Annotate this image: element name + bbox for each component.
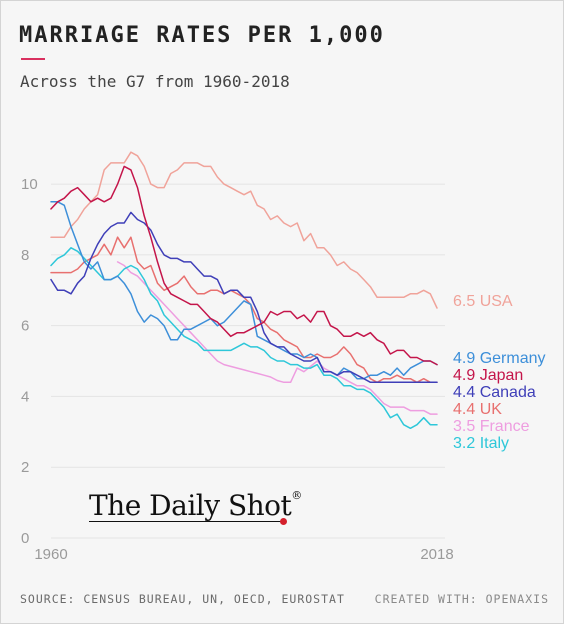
series-label-germany: 4.9 Germany	[453, 350, 545, 367]
source-note: SOURCE: CENSUS BUREAU, UN, OECD, EUROSTA…	[20, 592, 345, 606]
brand-registered-mark: ®	[291, 489, 302, 502]
title-accent-rule	[21, 58, 45, 60]
series-line-france	[116, 261, 438, 415]
y-tick-label-4: 4	[21, 388, 29, 405]
chart-subtitle: Across the G7 from 1960-2018	[20, 72, 290, 91]
y-tick-label-0: 0	[21, 530, 29, 547]
y-tick-label-8: 8	[21, 247, 29, 264]
series-line-uk	[50, 236, 438, 384]
series-line-japan	[50, 165, 438, 366]
series-label-france: 3.5 France	[453, 418, 530, 435]
series-label-canada: 4.4 Canada	[453, 384, 536, 401]
chart-title: MARRIAGE RATES PER 1,000	[19, 23, 385, 48]
brand-logo: The Daily Shot®	[89, 489, 302, 522]
gridlines	[51, 183, 445, 539]
series-line-canada	[50, 211, 438, 384]
series-label-italy: 3.2 Italy	[453, 435, 509, 452]
x-axis-ticks: 1960 2018	[34, 546, 453, 563]
brand-underline	[89, 521, 283, 522]
series-line-usa	[50, 151, 438, 309]
brand-dot	[280, 518, 287, 525]
series-line-italy	[50, 247, 438, 430]
series-line-germany	[50, 201, 438, 380]
y-tick-label-10: 10	[21, 176, 38, 193]
brand-name: The Daily Shot	[89, 489, 292, 522]
series-label-uk: 4.4 UK	[453, 401, 502, 418]
y-axis-ticks: 0 2 4 6 8 10	[21, 176, 38, 547]
x-tick-label-1960: 1960	[34, 546, 67, 563]
series-label-usa: 6.5 USA	[453, 293, 513, 310]
series-lines	[50, 151, 438, 430]
y-tick-label-2: 2	[21, 459, 29, 476]
y-tick-label-6: 6	[21, 318, 29, 335]
series-label-japan: 4.9 Japan	[453, 367, 523, 384]
credit-note: CREATED WITH: OPENAXIS	[374, 592, 549, 606]
x-tick-label-2018: 2018	[420, 546, 453, 563]
